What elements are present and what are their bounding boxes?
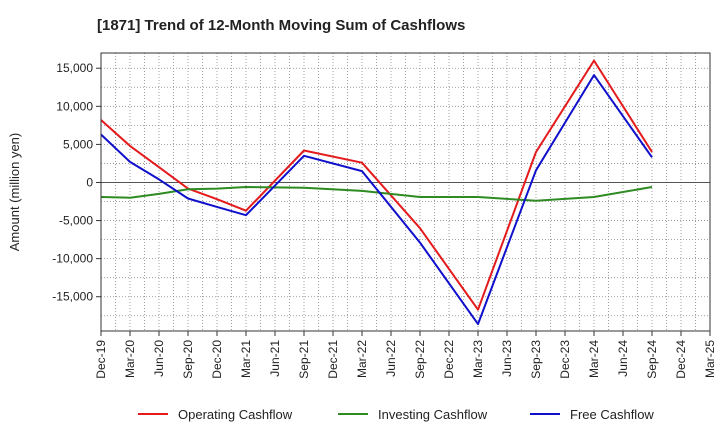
- y-tick-label: -15,000: [52, 290, 93, 304]
- x-tick-label: Sep-21: [297, 340, 311, 379]
- series-lines: [100, 59, 653, 326]
- x-tick-label: Dec-21: [326, 340, 340, 379]
- x-tick-label: Jun-21: [268, 340, 282, 377]
- chart-title: [1871] Trend of 12-Month Moving Sum of C…: [97, 17, 465, 34]
- series-investing-cashflow-line: [100, 186, 653, 202]
- x-tick-label: Jun-23: [500, 340, 514, 377]
- x-tick-label: Sep-23: [529, 340, 543, 379]
- x-tick-label: Mar-25: [703, 340, 717, 378]
- y-axis-label: Amount (million yen): [7, 133, 22, 252]
- y-tick-label: -10,000: [52, 252, 93, 266]
- legend-label: Operating Cashflow: [178, 407, 293, 422]
- y-tick-label: -5,000: [59, 214, 93, 228]
- x-tick-label: Mar-22: [355, 340, 369, 378]
- plot-frame: [100, 52, 711, 332]
- x-tick-label: Sep-20: [181, 340, 195, 379]
- x-tick-label: Dec-20: [210, 340, 224, 379]
- x-tick-label: Sep-22: [413, 340, 427, 379]
- x-tick-label: Dec-24: [674, 340, 688, 379]
- x-tick-label: Mar-23: [471, 340, 485, 378]
- y-tick-label: 0: [86, 175, 93, 189]
- y-tick-label: 15,000: [56, 61, 93, 75]
- x-tick-label: Jun-24: [616, 340, 630, 377]
- x-tick-label: Mar-21: [239, 340, 253, 378]
- x-tick-label: Dec-19: [94, 340, 108, 379]
- series-operating-cashflow-line: [100, 59, 653, 311]
- legend-label: Free Cashflow: [570, 407, 654, 422]
- x-tick-label: Sep-24: [645, 340, 659, 379]
- axes: 15,000 10,000 5,000 0 -5,000 -10,000 -15,000 De…: [52, 52, 717, 379]
- legend-label: Investing Cashflow: [378, 407, 488, 422]
- series-free-cashflow-line: [100, 74, 653, 326]
- x-tick-label: Jun-22: [384, 340, 398, 377]
- x-tick-label: Mar-20: [123, 340, 137, 378]
- y-tick-label: 5,000: [63, 137, 93, 151]
- y-tick-label: 10,000: [56, 99, 93, 113]
- x-tick-label: Mar-24: [587, 340, 601, 378]
- x-tick-label: Jun-20: [152, 340, 166, 377]
- x-tick-label: Dec-23: [558, 340, 572, 379]
- grid: [100, 53, 711, 331]
- legend: Operating Cashflow Investing Cashflow Free…: [138, 407, 654, 422]
- x-tick-label: Dec-22: [442, 340, 456, 379]
